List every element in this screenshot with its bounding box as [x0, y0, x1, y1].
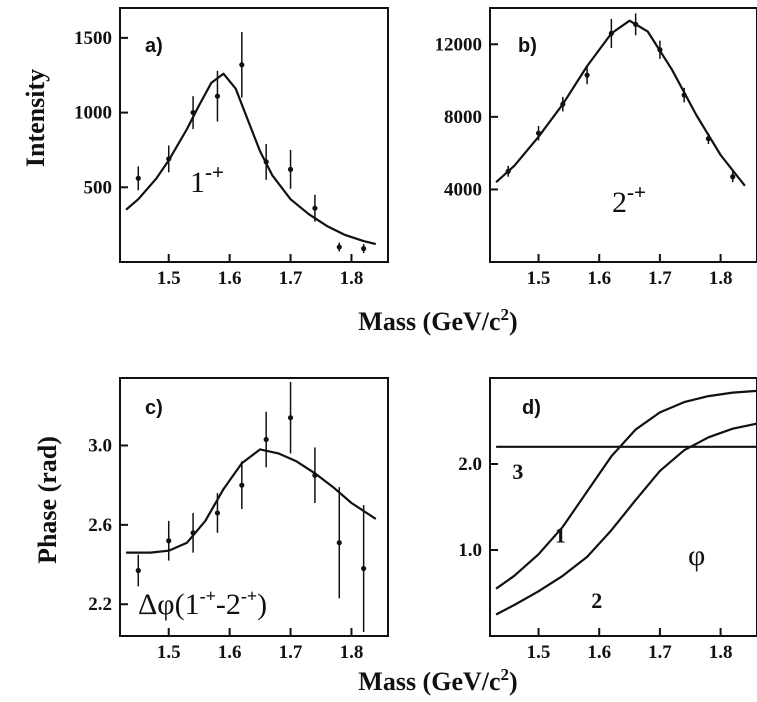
x-axis-label-bottom: Mass (GeV/c2) [358, 665, 517, 696]
panel-label: d) [522, 397, 541, 419]
data-point [166, 538, 172, 544]
data-point [214, 510, 221, 516]
data-point [239, 482, 245, 488]
data-point [214, 93, 221, 99]
y-tick-label: 500 [84, 177, 113, 198]
x-tick-label: 1.8 [709, 268, 733, 289]
y-tick-label: 2.2 [88, 594, 112, 615]
y-tick-label: 1000 [74, 103, 112, 124]
data-point [336, 540, 342, 546]
fit-curve [495, 19, 746, 187]
x-tick-label: 1.5 [157, 268, 181, 289]
data-point [312, 472, 318, 478]
data-point [263, 159, 269, 165]
y-tick-label: 1.0 [458, 540, 482, 561]
x-tick-label: 1.8 [709, 642, 733, 663]
data-point [705, 136, 712, 142]
phase-difference-label: Δφ(1-+-2-+) [138, 586, 267, 621]
panel-label: a) [145, 35, 163, 57]
x-tick-label: 1.6 [218, 642, 242, 663]
y-axis-label-intensity: Intensity [21, 69, 50, 167]
curve-1 [495, 389, 757, 590]
curve-label-3: 3 [512, 459, 523, 484]
curve-label-2: 2 [591, 588, 602, 613]
y-tick-label: 3.0 [88, 435, 112, 456]
data-point [135, 175, 141, 181]
x-tick-label: 1.5 [527, 642, 551, 663]
data-point [190, 109, 196, 116]
x-tick-label: 1.6 [587, 642, 611, 663]
panel-label: c) [145, 397, 163, 419]
data-point [584, 72, 590, 78]
data-point [287, 166, 294, 172]
plot-frame [489, 377, 757, 637]
x-tick-label: 1.7 [648, 642, 672, 663]
x-tick-label: 1.6 [587, 268, 611, 289]
curve-label-1: 1 [555, 523, 566, 548]
y-tick-label: 2.6 [88, 515, 112, 536]
wave-label-1-minus-plus: 1-+ [190, 160, 224, 199]
x-tick-label: 1.7 [648, 268, 672, 289]
y-tick-label: 2.0 [458, 454, 482, 475]
x-tick-label: 1.8 [340, 268, 364, 289]
plot-frame [119, 7, 389, 263]
data-point [657, 47, 663, 53]
data-point [361, 565, 367, 572]
data-point [535, 130, 542, 136]
fit-curve [126, 448, 377, 554]
plot-frame [489, 7, 757, 263]
data-point [560, 101, 566, 107]
phi-label: φ [688, 539, 705, 572]
data-point [312, 205, 318, 211]
x-tick-label: 1.7 [279, 268, 303, 289]
data-point [633, 21, 639, 27]
data-point [287, 415, 294, 421]
y-tick-label: 8000 [444, 107, 482, 128]
data-point [681, 92, 687, 98]
x-tick-label: 1.5 [157, 642, 181, 663]
y-tick-label: 12000 [435, 34, 483, 55]
panel-b: 1.5 1.6 1.7 1.8 4000 8000 12000 b) [435, 7, 757, 289]
data-point [135, 567, 141, 574]
curve-2 [495, 422, 757, 616]
x-axis-label-top: Mass (GeV/c2) [358, 305, 517, 336]
y-axis-label-phase: Phase (rad) [33, 436, 62, 564]
data-point [166, 156, 172, 162]
x-tick-label: 1.7 [279, 642, 303, 663]
panel-d: 1.5 1.6 1.7 1.8 1.0 2.0 d) 1 2 3 [458, 377, 757, 663]
data-point [608, 30, 614, 36]
panel-label: b) [518, 35, 537, 57]
wave-label-2-minus-plus: 2-+ [612, 180, 646, 219]
data-point [361, 245, 367, 252]
y-tick-label: 4000 [444, 179, 482, 200]
plot-frame [119, 377, 389, 637]
data-point [190, 530, 196, 536]
panel-c: 1.5 1.6 1.7 1.8 2.2 2.6 3.0 c) [88, 377, 389, 663]
fit-curve [125, 72, 377, 246]
x-tick-label: 1.5 [527, 268, 551, 289]
y-tick-label: 1500 [74, 28, 112, 49]
panel-a: 1.5 1.6 1.7 1.8 500 1000 1500 a) [74, 7, 389, 289]
data-point [505, 168, 511, 174]
x-tick-label: 1.8 [340, 642, 364, 663]
data-point [263, 436, 269, 443]
data-point [336, 244, 342, 250]
data-point [730, 174, 736, 180]
data-point [239, 62, 245, 68]
x-tick-label: 1.6 [218, 268, 242, 289]
